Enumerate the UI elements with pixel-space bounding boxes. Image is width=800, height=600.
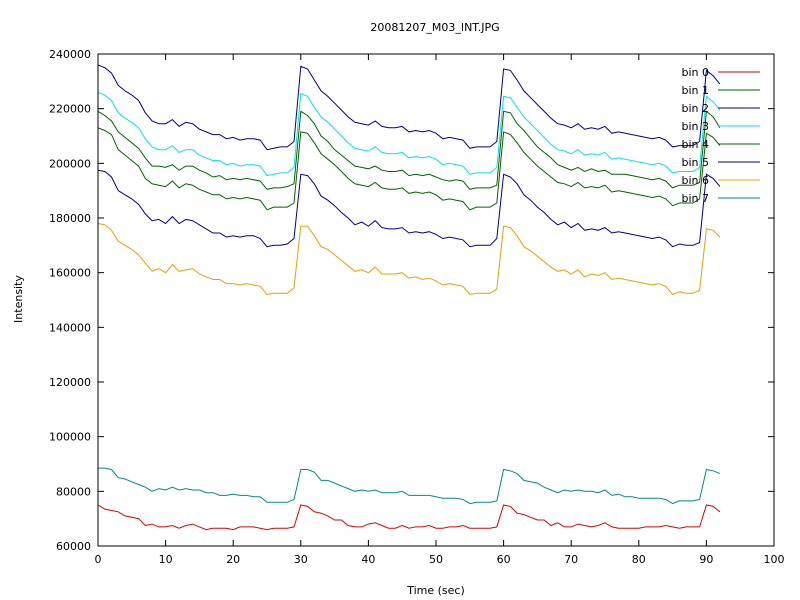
series-line-bin-6 (97, 223, 721, 296)
series-line-bin-4 (97, 127, 721, 211)
x-tick-label: 60 (497, 553, 511, 566)
legend: bin 0 bin 1 bin 2 bin 3 bin 4 bin 5 bin 6 bin 7 (681, 66, 760, 205)
y-tick-label: 140000 (49, 321, 91, 334)
y-tick-label: 60000 (56, 540, 91, 553)
x-tick-label: 30 (294, 553, 308, 566)
series-line-bin-5 (97, 169, 721, 248)
series-line-bin-2 (97, 64, 721, 151)
series-line-bin-0 (97, 504, 721, 531)
legend-label: bin 6 (681, 174, 709, 187)
series-line-bin-1 (97, 110, 721, 190)
y-axis-label: Intensity (12, 275, 25, 323)
chart-title: 20081207_M03_INT.JPG (370, 21, 499, 34)
series-line-bin-7 (98, 467, 721, 505)
x-axis-label: Time (sec) (406, 584, 465, 597)
x-tick-label: 0 (95, 553, 102, 566)
y-tick-label: 80000 (56, 485, 91, 498)
legend-label: bin 5 (681, 156, 709, 169)
legend-label: bin 0 (681, 66, 709, 79)
legend-label: bin 2 (681, 102, 709, 115)
tick-labels: 0 10 20 30 40 50 60 70 80 90 100 60000 80000 100000 12… (49, 48, 785, 566)
y-tick-label: 240000 (49, 48, 91, 61)
x-tick-label: 100 (764, 553, 785, 566)
x-tick-label: 40 (361, 553, 375, 566)
x-tick-label: 80 (632, 553, 646, 566)
series-line-bin-3 (97, 91, 721, 177)
y-tick-label: 120000 (49, 376, 91, 389)
x-tick-label: 90 (699, 553, 713, 566)
legend-label: bin 7 (681, 192, 709, 205)
legend-label: bin 3 (681, 120, 709, 133)
y-tick-label: 220000 (49, 103, 91, 116)
series-lines (97, 64, 721, 531)
plot-frame (97, 53, 775, 547)
x-tick-label: 20 (226, 553, 240, 566)
x-tick-label: 10 (159, 553, 173, 566)
y-tick-label: 180000 (49, 212, 91, 225)
legend-label: bin 4 (681, 138, 709, 151)
x-tick-label: 70 (564, 553, 578, 566)
y-tick-label: 200000 (49, 157, 91, 170)
y-tick-label: 160000 (49, 267, 91, 280)
y-tick-label: 100000 (49, 431, 91, 444)
x-tick-label: 50 (429, 553, 443, 566)
legend-label: bin 1 (681, 84, 709, 97)
